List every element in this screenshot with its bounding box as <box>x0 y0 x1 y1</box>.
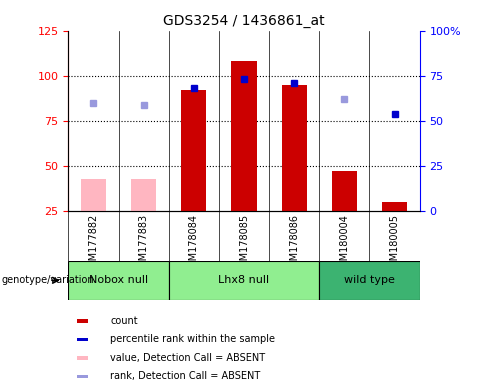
Bar <box>169 261 319 300</box>
Bar <box>77 356 88 359</box>
Bar <box>81 179 106 211</box>
Bar <box>131 179 156 211</box>
Bar <box>332 172 357 211</box>
Text: GSM177883: GSM177883 <box>139 214 149 273</box>
Bar <box>169 31 219 211</box>
Bar <box>231 61 257 211</box>
Bar <box>77 319 88 323</box>
Text: Lhx8 null: Lhx8 null <box>219 275 269 285</box>
Bar <box>269 31 319 211</box>
Text: GSM178085: GSM178085 <box>239 214 249 273</box>
Bar <box>77 375 88 378</box>
Text: GSM180004: GSM180004 <box>339 214 349 273</box>
Text: percentile rank within the sample: percentile rank within the sample <box>110 334 275 344</box>
Text: genotype/variation: genotype/variation <box>1 275 94 285</box>
Bar <box>282 85 307 211</box>
Text: GSM180005: GSM180005 <box>389 214 400 273</box>
Bar <box>219 31 269 211</box>
Text: GSM177882: GSM177882 <box>88 214 99 273</box>
Bar <box>169 31 219 211</box>
Bar <box>119 31 169 211</box>
Title: GDS3254 / 1436861_at: GDS3254 / 1436861_at <box>163 14 325 28</box>
Bar <box>319 261 420 300</box>
Bar <box>269 31 319 211</box>
Text: value, Detection Call = ABSENT: value, Detection Call = ABSENT <box>110 353 265 363</box>
Bar <box>181 90 206 211</box>
Bar <box>369 31 420 211</box>
Bar <box>369 31 420 211</box>
Text: wild type: wild type <box>344 275 395 285</box>
Bar <box>68 31 119 211</box>
Bar <box>68 31 119 211</box>
Bar <box>319 31 369 211</box>
Text: GSM178084: GSM178084 <box>189 214 199 273</box>
Bar <box>219 31 269 211</box>
Text: count: count <box>110 316 138 326</box>
Text: rank, Detection Call = ABSENT: rank, Detection Call = ABSENT <box>110 371 261 381</box>
Bar <box>119 31 169 211</box>
Bar <box>77 338 88 341</box>
Text: Nobox null: Nobox null <box>89 275 148 285</box>
Bar <box>382 202 407 211</box>
Bar <box>68 261 169 300</box>
Bar <box>319 31 369 211</box>
Text: GSM178086: GSM178086 <box>289 214 299 273</box>
